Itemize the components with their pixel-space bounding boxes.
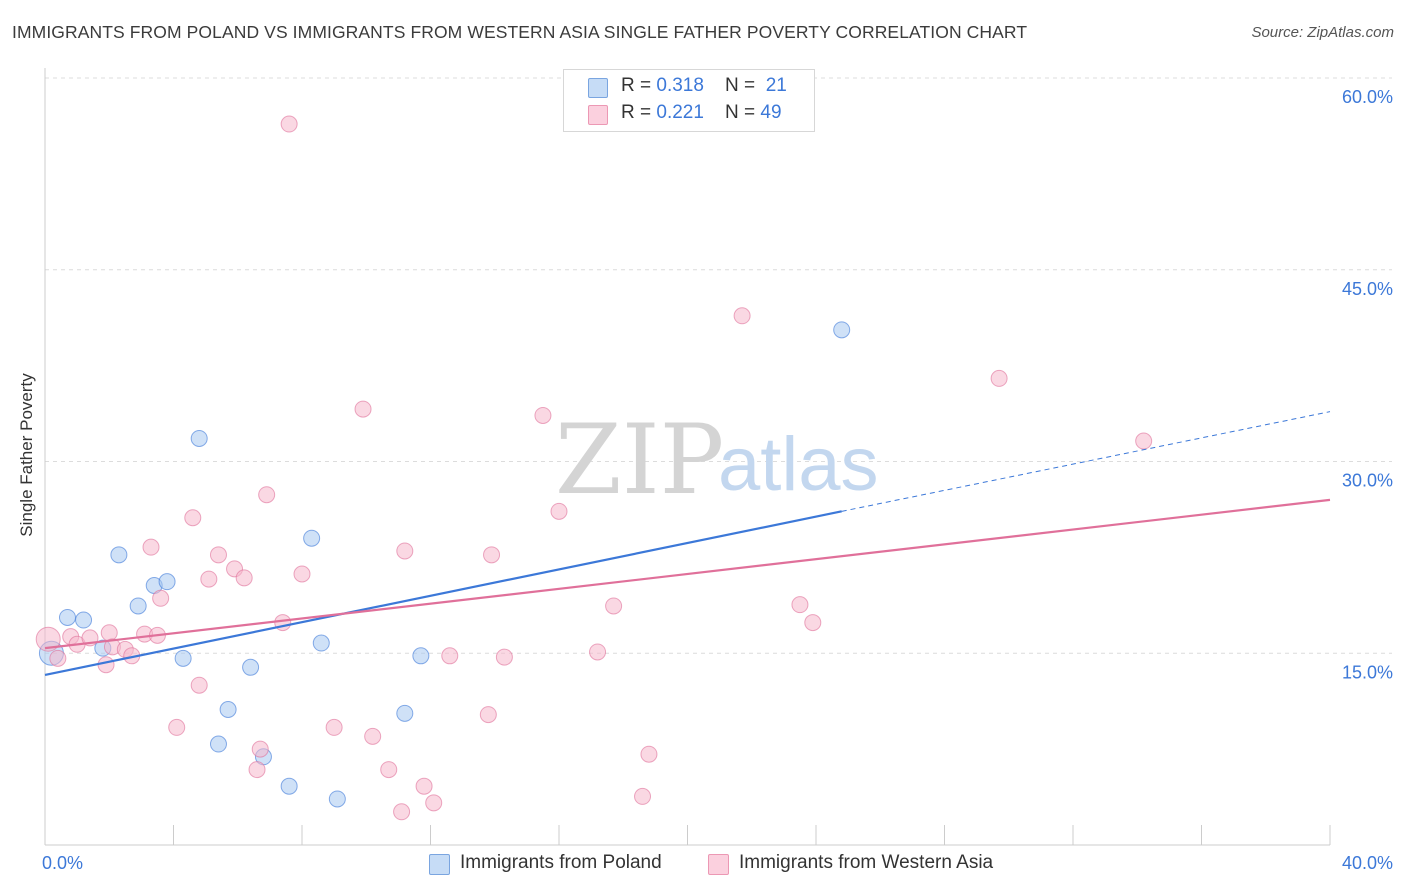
data-point-western-asia [364,727,382,745]
data-point-poland [209,735,227,753]
data-point-poland [158,573,176,591]
data-point-western-asia [804,614,822,632]
legend-r-value-western-asia: 0.221 [656,102,704,123]
data-point-western-asia [605,597,623,615]
data-point-western-asia [209,546,227,564]
legend-n-value-poland: 21 [765,75,787,96]
data-point-poland [312,634,330,652]
data-point-western-asia [396,542,414,560]
data-point-poland [110,546,128,564]
data-point-western-asia [293,565,311,583]
data-point-poland [190,429,208,447]
y-tick-label: 30.0% [1342,471,1393,491]
data-point-western-asia [168,718,186,736]
data-point-western-asia [325,718,343,736]
data-point-western-asia [190,676,208,694]
data-point-poland [833,321,851,339]
data-point-western-asia [49,649,67,667]
data-point-western-asia [248,761,266,779]
legend-r-label: R = [621,102,657,123]
y-tick-label: 15.0% [1342,662,1393,682]
data-point-poland [219,700,237,718]
data-point-western-asia [380,761,398,779]
source-credit: Source: ZipAtlas.com [1251,24,1394,41]
data-point-poland [242,658,260,676]
data-point-poland [129,597,147,615]
data-point-western-asia [479,706,497,724]
legend-swatch-poland [588,78,608,98]
data-point-poland [75,611,93,629]
trendline-extension-poland [841,411,1331,512]
trendline-poland [44,510,842,677]
data-point-western-asia [200,570,218,588]
data-point-western-asia [184,509,202,527]
data-point-western-asia [415,777,433,795]
legend-n-label: N = [725,102,761,123]
legend-swatch-western-asia [588,105,608,125]
bottom-legend-label-western-asia: Immigrants from Western Asia [739,852,994,873]
bottom-legend-label-poland: Immigrants from Poland [460,852,662,873]
data-point-poland [280,777,298,795]
data-point-poland [303,529,321,547]
data-point-poland [174,649,192,667]
data-point-western-asia [791,596,809,614]
data-point-poland [396,704,414,722]
x-tick-label: 0.0% [42,853,83,873]
bottom-legend-swatch-poland [429,854,450,875]
legend-n-label: N = [725,75,761,96]
data-point-poland [412,647,430,665]
y-tick-label: 45.0% [1342,279,1393,299]
bottom-legend-swatch-western-asia [708,854,729,875]
legend-r-label: R = [621,75,657,96]
data-point-western-asia [393,803,411,821]
data-point-western-asia [35,626,61,652]
data-point-poland [328,790,346,808]
data-point-western-asia [733,307,751,325]
data-point-western-asia [640,745,658,763]
data-point-western-asia [354,400,372,418]
data-point-western-asia [990,369,1008,387]
data-point-western-asia [1135,432,1153,450]
data-point-western-asia [634,787,652,805]
data-point-western-asia [97,656,115,674]
x-tick-label: 40.0% [1342,853,1393,873]
trendline-western-asia [44,498,1331,650]
data-point-western-asia [589,643,607,661]
data-point-western-asia [483,546,501,564]
chart-title: IMMIGRANTS FROM POLAND VS IMMIGRANTS FRO… [12,22,1028,42]
data-point-western-asia [235,569,253,587]
correlation-legend: R = 0.318 N = 21 R = 0.221 N = 49 [563,69,815,132]
y-tick-label: 60.0% [1342,87,1393,107]
data-point-western-asia [441,647,459,665]
legend-r-value-poland: 0.318 [656,75,704,96]
data-point-poland [58,608,76,626]
data-point-western-asia [534,406,552,424]
watermark-atlas: atlas [718,422,879,507]
data-point-western-asia [495,648,513,666]
data-point-western-asia [152,589,170,607]
legend-n-value-western-asia: 49 [760,102,782,123]
data-point-western-asia [550,502,568,520]
watermark-zip: ZIP [555,404,724,516]
data-point-western-asia [100,624,118,642]
data-point-western-asia [425,794,443,812]
data-point-western-asia [251,740,269,758]
data-point-western-asia [280,115,298,133]
data-point-western-asia [258,486,276,504]
data-point-western-asia [142,538,160,556]
